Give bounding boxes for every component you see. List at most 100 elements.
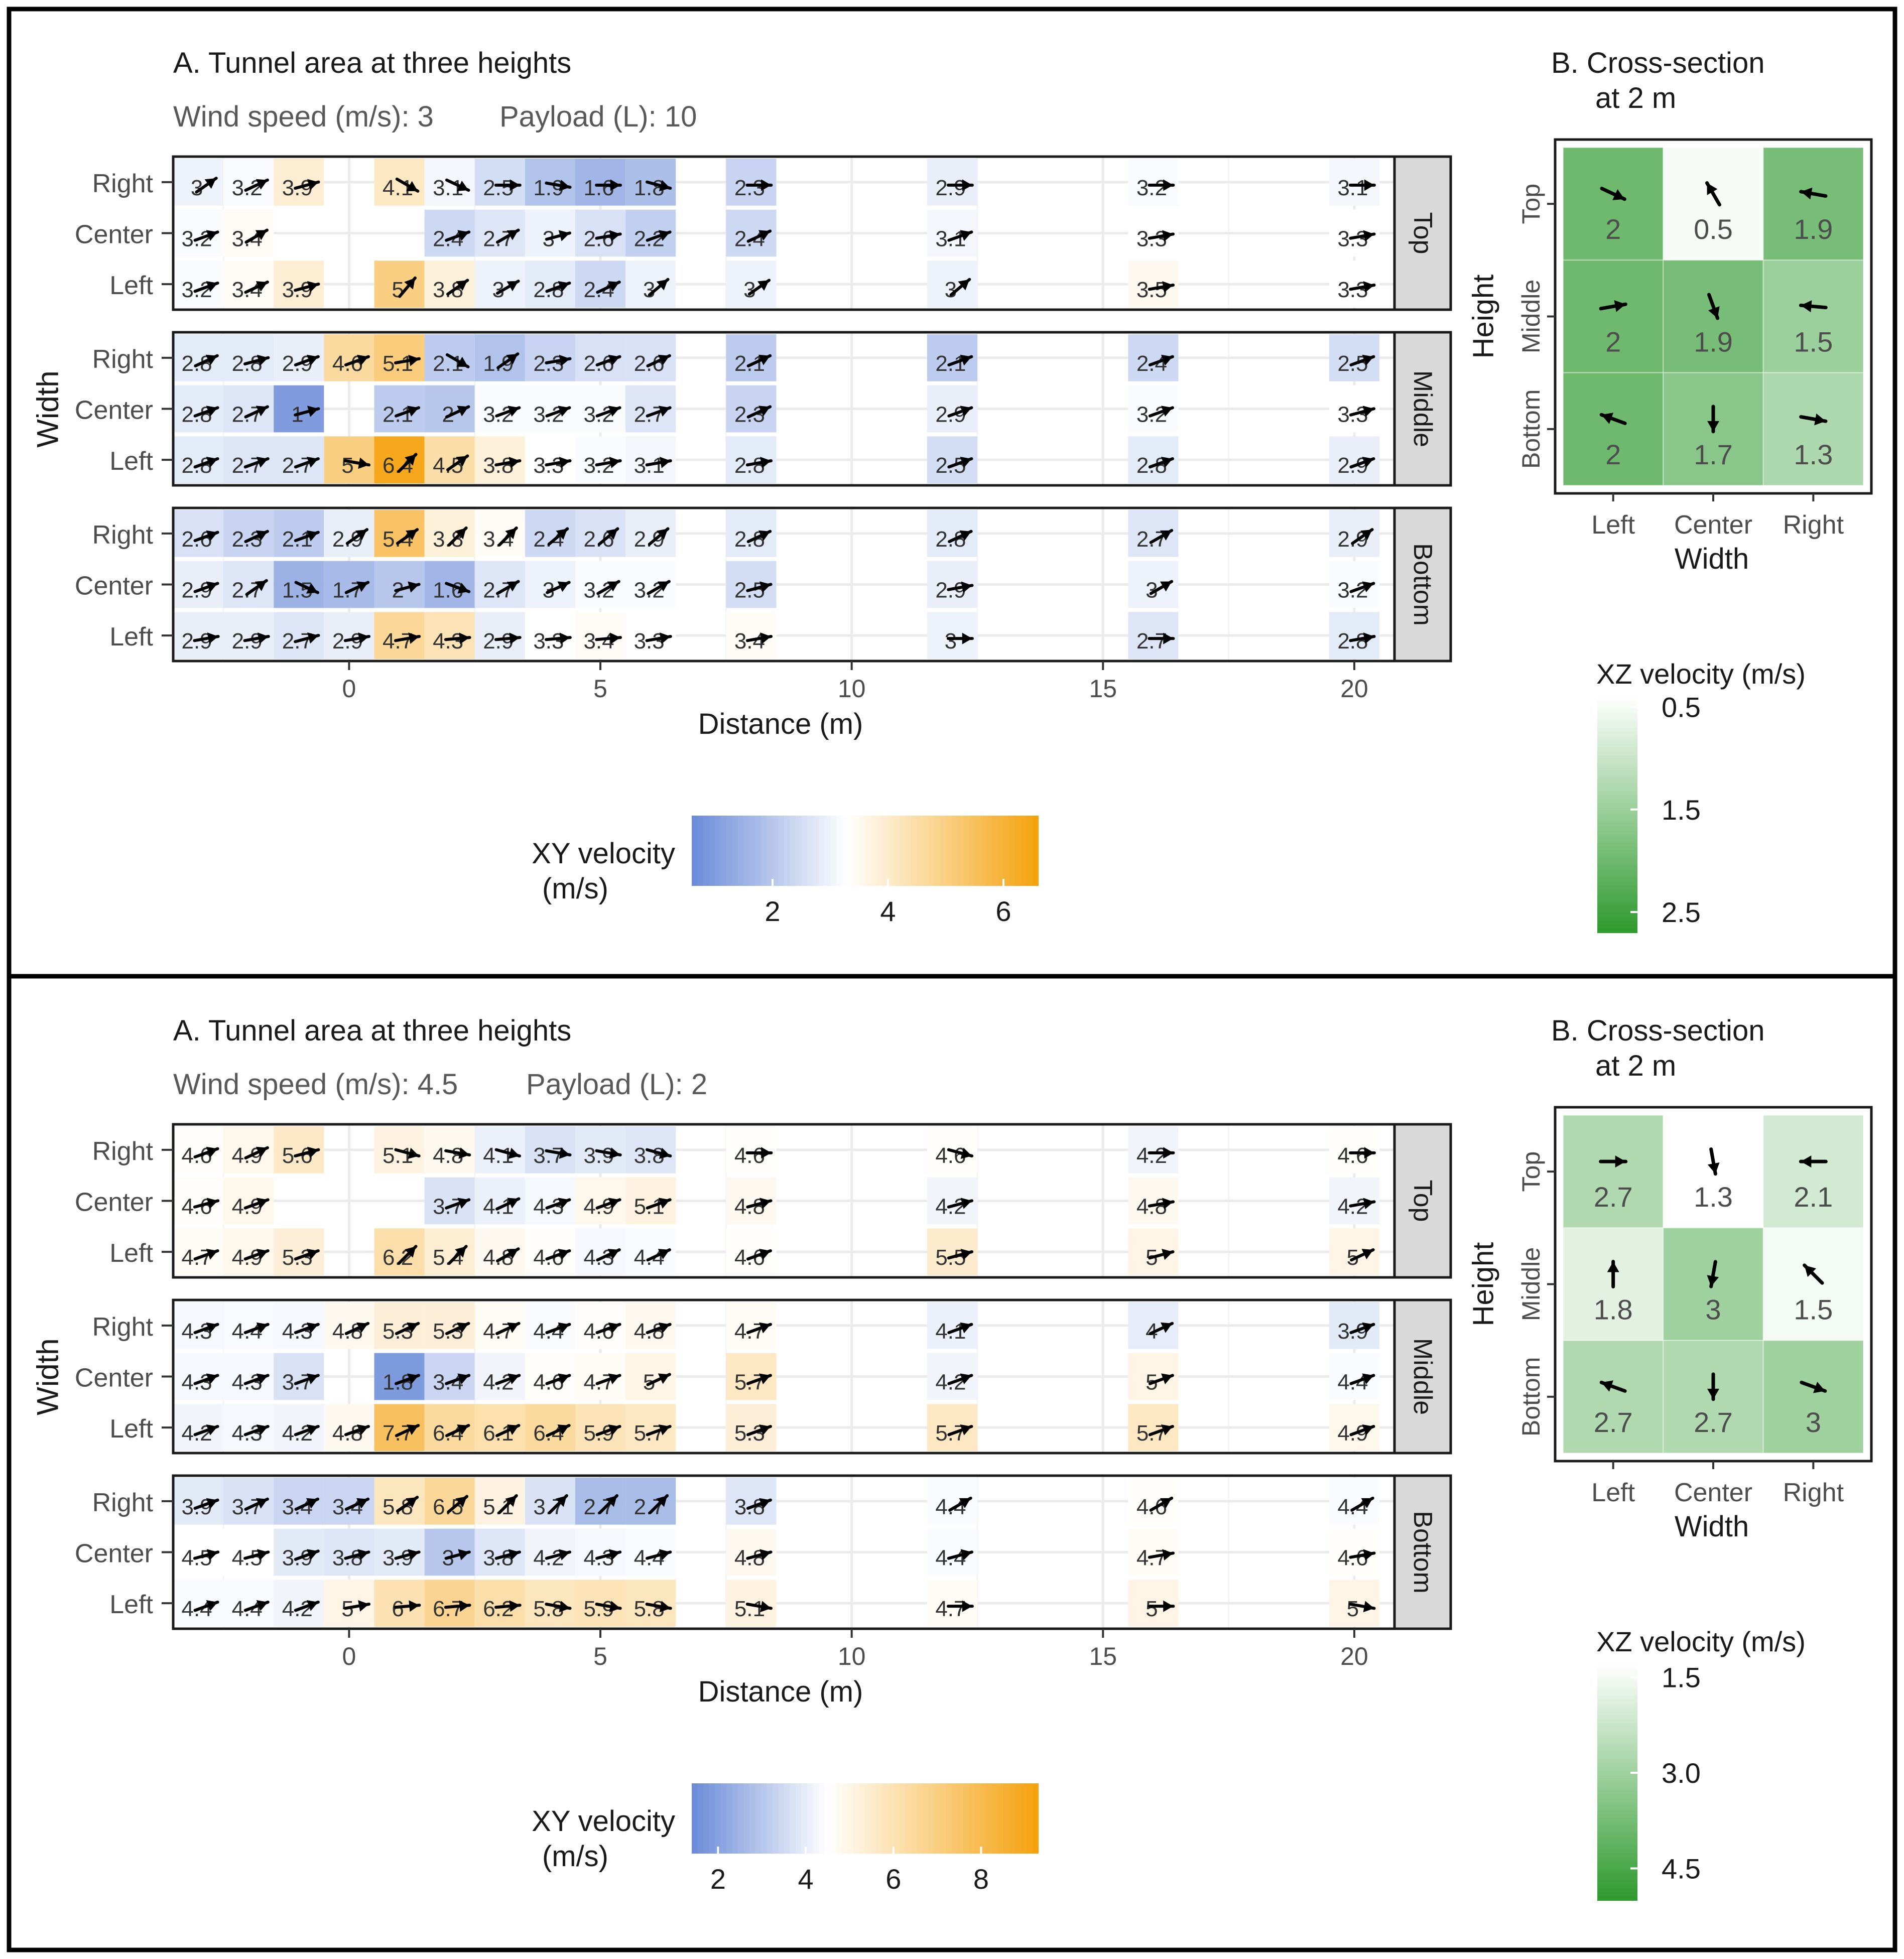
- flow-arrow-head: [1363, 1601, 1374, 1613]
- flow-arrow-head: [608, 1198, 620, 1209]
- row-label: Center: [75, 1539, 153, 1569]
- xy-legend-gradient: [900, 1783, 906, 1854]
- flow-arrow-head: [609, 1147, 620, 1159]
- cell: 2.6: [173, 510, 224, 557]
- flow-arrow-head: [558, 406, 570, 417]
- cross-section-value: 0.5: [1694, 213, 1733, 245]
- xz-legend-gradient: [1597, 1861, 1637, 1866]
- wind-speed-label: Wind speed (m/s): 3: [173, 100, 434, 133]
- cell: 4.8: [726, 1177, 777, 1225]
- cell: 5.9: [575, 1404, 626, 1451]
- xy-legend-gradient: [709, 1783, 715, 1854]
- cell-value-label: 3: [945, 629, 957, 654]
- cell: 4.2: [1329, 1177, 1379, 1225]
- cross-section-value: 2.7: [1694, 1406, 1733, 1438]
- flow-arrow-head: [256, 1424, 268, 1435]
- heat-cell: [625, 1580, 676, 1627]
- cross-section-value: 1.3: [1794, 439, 1833, 470]
- xy-legend-gradient: [773, 1783, 779, 1854]
- cell: 4.6: [173, 1126, 224, 1173]
- cell: 3.7: [274, 1353, 324, 1400]
- cell: 1.8: [374, 1353, 425, 1400]
- heat-cell: [223, 209, 274, 257]
- flow-arrow-head: [759, 1249, 771, 1260]
- heat-cell: [324, 510, 374, 557]
- cell: 4.4: [927, 1478, 977, 1525]
- cell-value-label: 5.8: [533, 1597, 564, 1621]
- cell: 6: [374, 1580, 425, 1627]
- xy-legend-gradient: [969, 1783, 975, 1854]
- cell: 5.8: [625, 1580, 676, 1627]
- flow-arrow-head: [757, 280, 770, 291]
- cross-section-cell: 1.7: [1663, 372, 1764, 486]
- flow-arrow-head: [306, 1424, 318, 1435]
- x-tick-label: 0: [342, 675, 356, 703]
- heat-cell: [1329, 1478, 1379, 1525]
- cross-section-value: 2.7: [1594, 1406, 1633, 1438]
- flow-arrow-head: [1161, 1322, 1173, 1333]
- xy-legend-gradient: [992, 1783, 998, 1854]
- xy-legend-gradient: [824, 1783, 831, 1854]
- flow-arrow-head: [558, 1322, 570, 1334]
- cell-value-label: 4.7: [935, 1597, 966, 1621]
- flow-arrow-head: [1361, 1498, 1373, 1508]
- flow-arrow-head: [256, 457, 268, 468]
- xz-legend-gradient: [1597, 1680, 1637, 1685]
- flow-arrow-head: [608, 1322, 620, 1334]
- cell: 4.4: [927, 1528, 977, 1576]
- row-label: Right: [92, 1137, 154, 1166]
- cross-section-arrow-head: [1707, 1275, 1719, 1287]
- xy-legend-gradient: [1021, 816, 1027, 886]
- flow-arrow-head: [458, 1549, 469, 1560]
- x-tick-label: 10: [838, 675, 866, 703]
- cell: 3: [173, 159, 224, 206]
- cell-value-label: 4.3: [433, 629, 463, 654]
- cell: 4.5: [173, 1528, 224, 1576]
- cell: 4.2: [525, 1528, 575, 1576]
- flow-arrow-head: [407, 1424, 419, 1435]
- xz-legend-gradient: [1597, 885, 1637, 890]
- xy-legend-gradient: [842, 1783, 848, 1854]
- heat-cell: [1128, 1580, 1179, 1627]
- cell: 4.4: [525, 1302, 575, 1349]
- xz-legend-gradient: [1597, 897, 1637, 902]
- flow-arrow-head: [306, 457, 318, 468]
- cell: 4.6: [1329, 1126, 1379, 1173]
- xz-legend-gradient: [1597, 799, 1637, 804]
- xy-legend-gradient: [743, 816, 750, 886]
- cell: 2.7: [223, 385, 274, 433]
- flow-arrow-head: [206, 1424, 218, 1435]
- xz-legend-gradient: [1597, 1719, 1637, 1724]
- flow-arrow-head: [609, 457, 620, 468]
- xz-legend-gradient: [1597, 704, 1637, 709]
- flow-arrow-head: [507, 1322, 519, 1333]
- xz-legend-gradient: [1597, 775, 1637, 780]
- flow-arrow-head: [306, 1600, 318, 1611]
- cross-section-value: 3: [1705, 1294, 1721, 1326]
- flow-arrow-head: [557, 581, 569, 592]
- cell: 4.3: [223, 1353, 274, 1400]
- flow-arrow-head: [357, 1549, 369, 1560]
- heat-cell: [424, 436, 475, 483]
- cell: 2.7: [474, 209, 525, 257]
- xy-legend-gradient: [813, 816, 819, 886]
- xy-legend-gradient: [847, 816, 854, 886]
- xz-legend-gradient: [1597, 1825, 1637, 1830]
- flow-arrow-head: [558, 1549, 570, 1560]
- cell: 4.3: [274, 1302, 324, 1349]
- flow-arrow-head: [356, 581, 368, 592]
- flow-arrow-head: [1363, 1198, 1374, 1210]
- cell: 2.8: [1329, 612, 1379, 659]
- row-label: Center: [75, 1188, 153, 1217]
- xy-legend-gradient: [963, 816, 969, 886]
- x-tick-label: 15: [1089, 675, 1117, 703]
- cell-value-label: 4.6: [1337, 1143, 1368, 1168]
- heat-cell: [927, 1478, 977, 1525]
- flow-arrow-head: [1161, 406, 1173, 417]
- flow-arrow-head: [559, 632, 570, 644]
- xz-legend-gradient: [1597, 1794, 1637, 1799]
- cell: 3.9: [173, 1478, 224, 1525]
- flow-arrow-head: [658, 354, 670, 365]
- cell-value-label: 3.9: [583, 1143, 614, 1168]
- flow-arrow-head: [407, 406, 419, 417]
